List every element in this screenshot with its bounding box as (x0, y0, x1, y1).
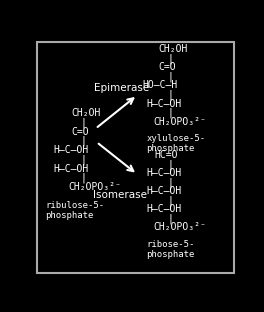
Text: |: | (167, 71, 173, 82)
Text: C=O: C=O (72, 127, 89, 137)
Text: |: | (167, 195, 173, 206)
Text: H—C—OH: H—C—OH (147, 186, 182, 196)
Text: Isomerase: Isomerase (93, 190, 147, 200)
Text: Epimerase: Epimerase (95, 83, 150, 93)
Text: xylulose-5-
phosphate: xylulose-5- phosphate (147, 134, 206, 154)
Text: CH₂OPO₃²⁻: CH₂OPO₃²⁻ (69, 182, 122, 193)
Text: |: | (167, 53, 173, 64)
Text: H—C—OH: H—C—OH (147, 168, 182, 178)
Text: |: | (80, 118, 86, 128)
Text: ribulose-5-
phosphate: ribulose-5- phosphate (45, 201, 104, 220)
Text: H—C—OH: H—C—OH (147, 204, 182, 214)
Text: |: | (167, 159, 173, 169)
Text: CH₂OH: CH₂OH (159, 44, 188, 55)
Text: ribose-5-
phosphate: ribose-5- phosphate (147, 240, 195, 259)
Text: HO—C—H: HO—C—H (143, 80, 178, 90)
Text: |: | (167, 107, 173, 118)
Text: C=O: C=O (159, 62, 176, 72)
Text: |: | (167, 89, 173, 100)
Text: |: | (167, 177, 173, 188)
Text: |: | (167, 213, 173, 224)
Text: |: | (80, 154, 86, 165)
Text: |: | (80, 173, 86, 183)
Text: H—C—OH: H—C—OH (147, 99, 182, 109)
Text: HC=O: HC=O (155, 150, 178, 160)
Text: |: | (80, 136, 86, 146)
Text: CH₂OPO₃²⁻: CH₂OPO₃²⁻ (154, 222, 207, 232)
Text: CH₂OH: CH₂OH (72, 108, 101, 118)
Text: CH₂OPO₃²⁻: CH₂OPO₃²⁻ (154, 116, 207, 127)
Text: H—C—OH: H—C—OH (53, 145, 89, 155)
Text: H—C—OH: H—C—OH (53, 163, 89, 173)
